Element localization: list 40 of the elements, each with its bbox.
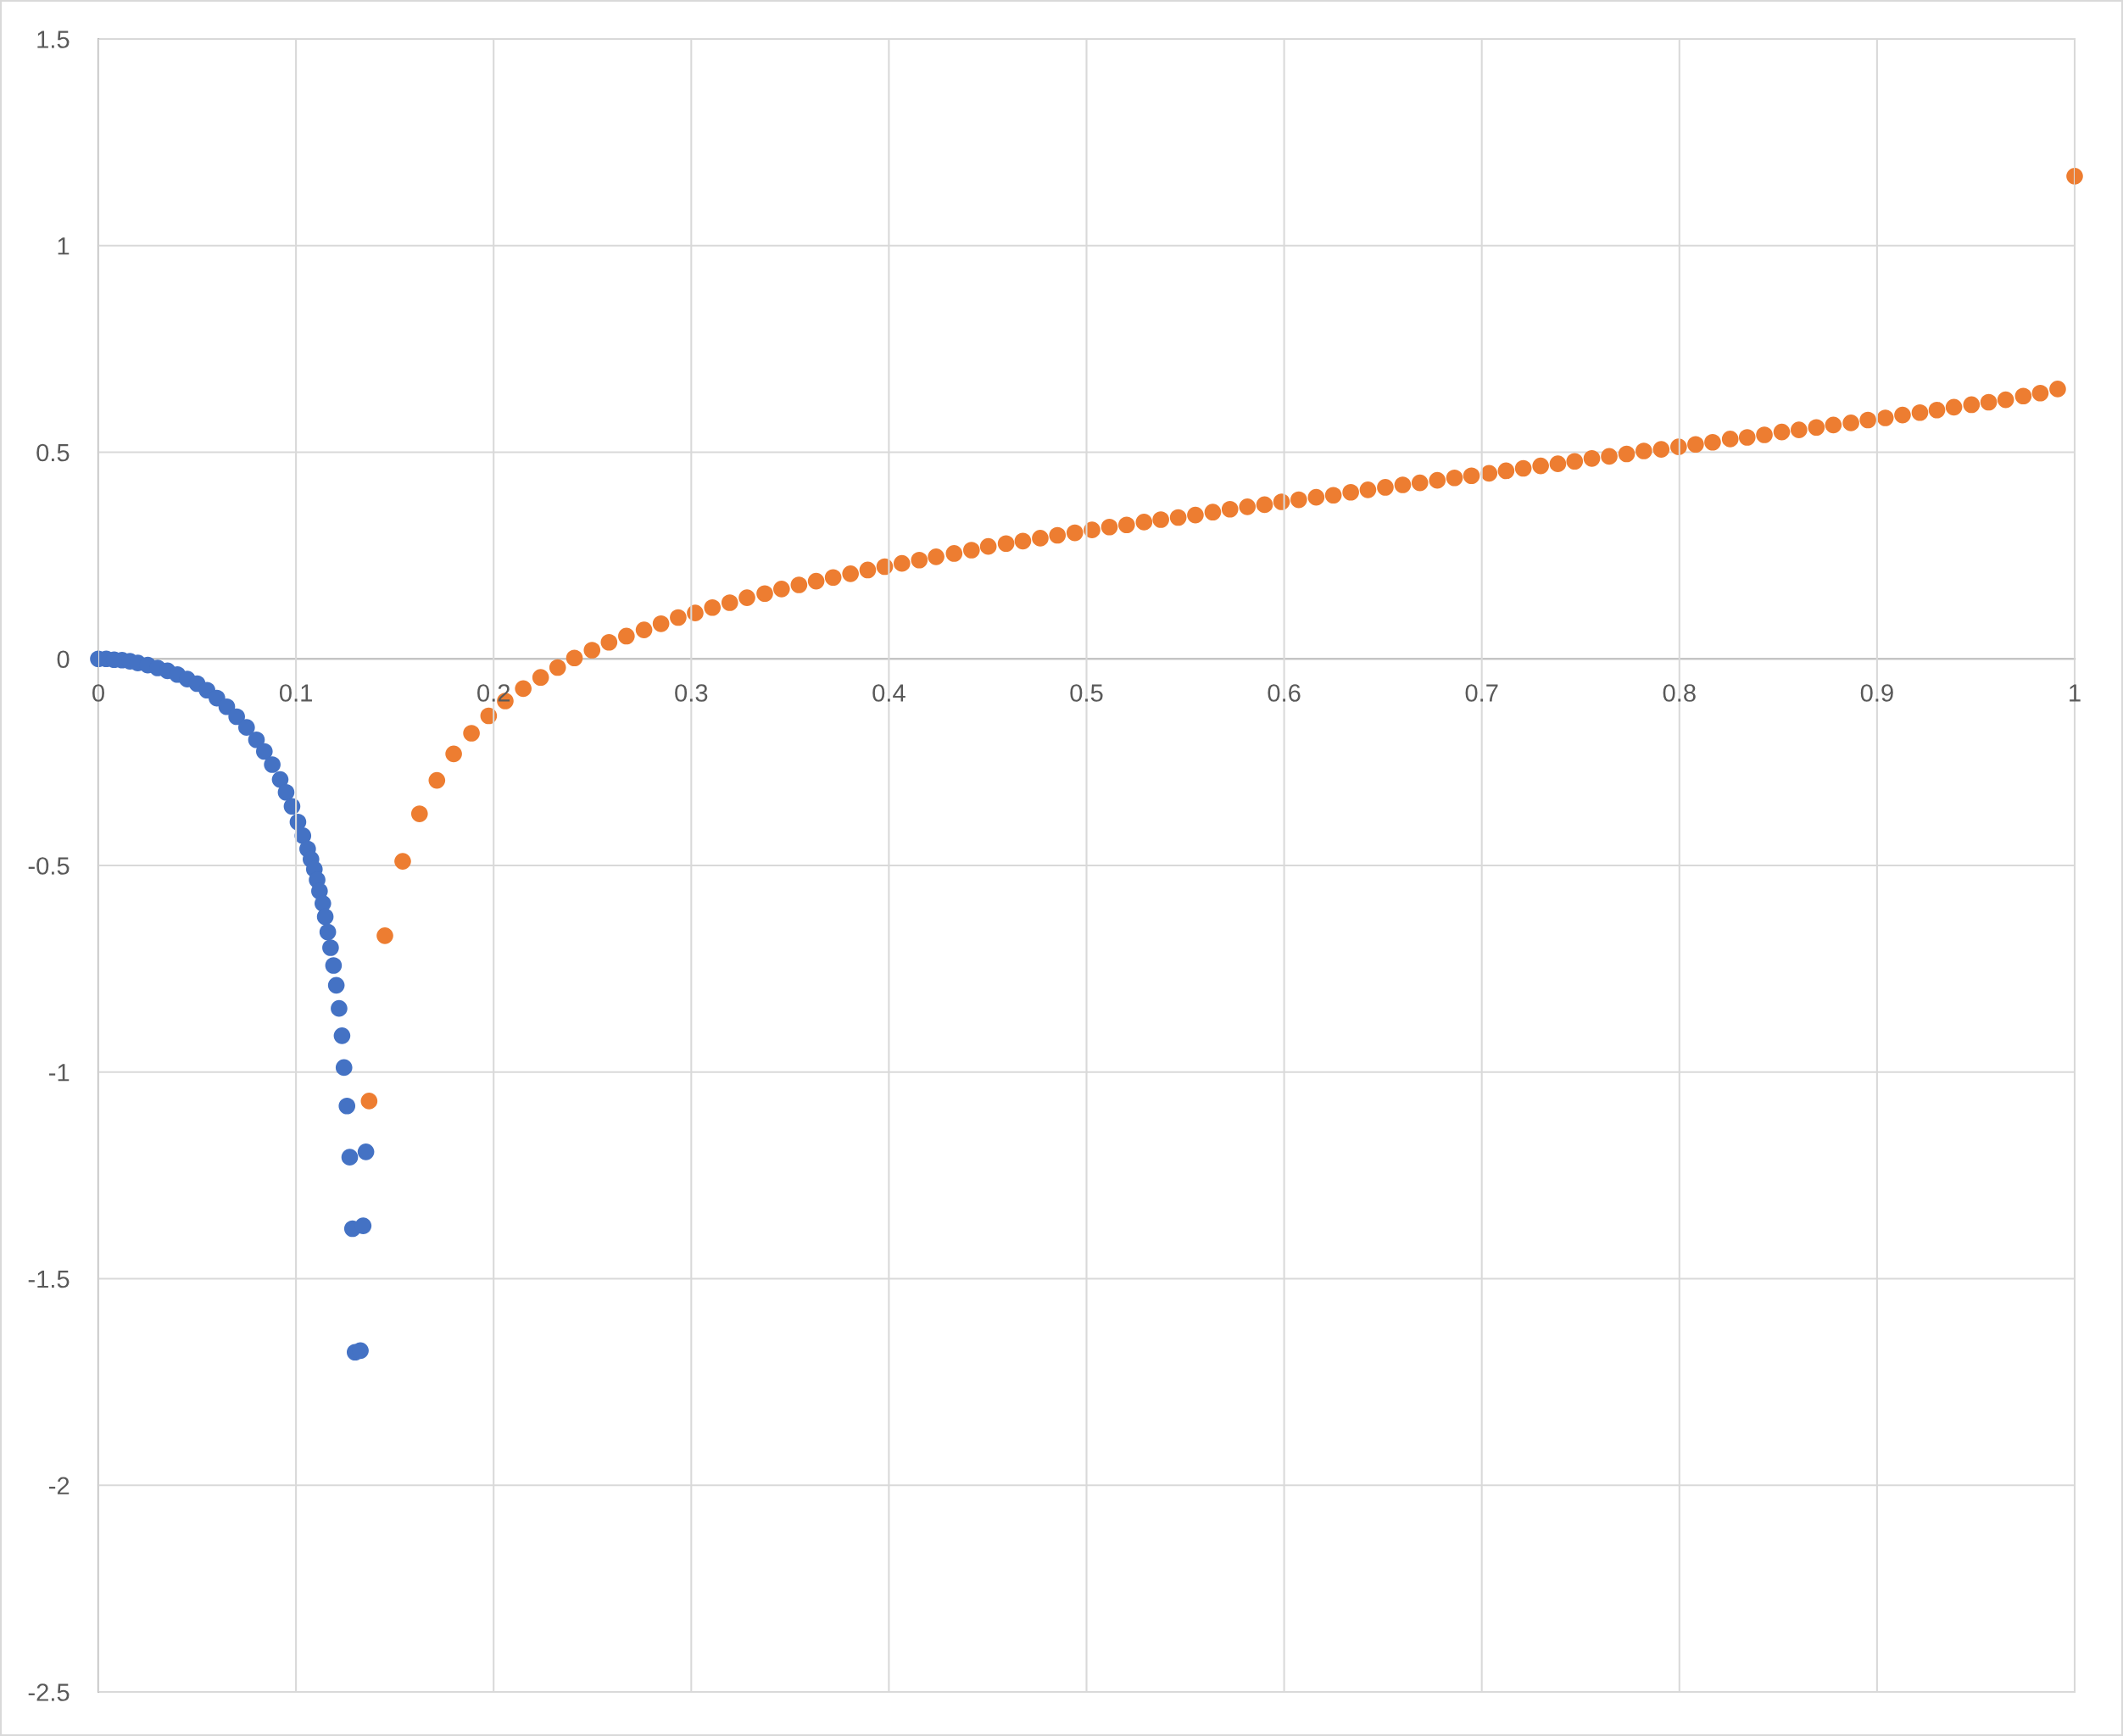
point (325, 957, 343, 974)
y-tick-label: 0 (57, 650, 70, 669)
x-tick-label: 1 (2070, 684, 2081, 702)
y-tick-label: -0.5 (28, 857, 70, 875)
point (271, 771, 289, 788)
point (333, 1027, 351, 1044)
x-tick-label: 0 (92, 684, 104, 702)
y-tick-label: 0.5 (36, 443, 70, 462)
y-tick-label: -1 (49, 1064, 70, 1082)
point (255, 743, 273, 760)
point (331, 999, 348, 1017)
point (319, 923, 337, 941)
x-tick-label: 0.1 (279, 684, 312, 702)
x-tick-label: 0.6 (1268, 684, 1301, 702)
point (277, 783, 295, 801)
point (218, 698, 236, 715)
x-tick-label: 0.3 (675, 684, 708, 702)
point (238, 719, 255, 736)
point (338, 1097, 356, 1115)
point (322, 939, 339, 956)
point (354, 1217, 372, 1234)
point (316, 908, 334, 926)
x-tick-label: 0.2 (477, 684, 510, 702)
y-tick-label: 1.5 (37, 31, 70, 48)
point (248, 731, 265, 748)
point (264, 756, 281, 773)
x-tick-label: 0.8 (1663, 684, 1696, 702)
x-tick-label: 0.7 (1465, 684, 1498, 702)
point (327, 976, 345, 994)
y-tick-label: 1 (58, 237, 70, 255)
point (228, 708, 245, 726)
y-tick-label: -1.5 (28, 1271, 70, 1288)
x-tick-label: 0.5 (1070, 684, 1103, 702)
point (341, 1149, 359, 1166)
y-tick-label: -2.5 (28, 1683, 70, 1701)
y-tick-label: -2 (49, 1477, 70, 1494)
x-tick-label: 0.9 (1860, 684, 1893, 702)
point (357, 1143, 375, 1160)
point (335, 1059, 353, 1077)
x-tick-label: 0.4 (872, 684, 905, 702)
